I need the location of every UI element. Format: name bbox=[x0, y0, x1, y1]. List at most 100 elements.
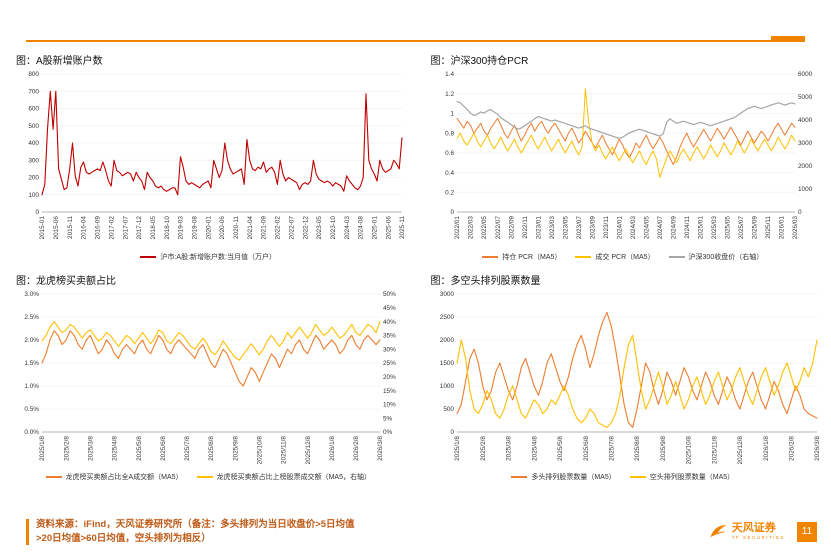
svg-text:40%: 40% bbox=[383, 319, 396, 326]
svg-text:20%: 20% bbox=[383, 374, 396, 381]
charts-grid: 图：A股新增账户数 0 100 200 300 400 500 600 700 800 2015-… bbox=[14, 52, 821, 482]
legend-label: 沪市:A股:新增账户数:当月值（万户） bbox=[160, 254, 276, 261]
svg-text:2025/07: 2025/07 bbox=[738, 216, 745, 240]
svg-text:2023/09: 2023/09 bbox=[589, 216, 596, 240]
svg-text:2026/3/8: 2026/3/8 bbox=[814, 436, 821, 461]
svg-text:800: 800 bbox=[28, 71, 39, 78]
legend-swatch bbox=[196, 476, 213, 478]
svg-text:1.4: 1.4 bbox=[445, 71, 454, 78]
legend-label: 成交 PCR（MA5） bbox=[595, 254, 655, 261]
chart-canvas: 0 0.2 0.4 0.6 0.8 1 1.2 1.4 0 1000 2000 3000 4000 500… bbox=[445, 71, 813, 240]
svg-text:10%: 10% bbox=[383, 402, 396, 409]
svg-text:2019-03: 2019-03 bbox=[178, 216, 185, 240]
legend-item: 多头排列股票数量（MA5） bbox=[511, 472, 616, 482]
svg-text:2025/8/8: 2025/8/8 bbox=[634, 436, 641, 461]
chart-canvas: 0 500 1000 1500 2000 2500 3000 2025/1/8 2025/2/8… bbox=[439, 291, 821, 465]
svg-text:2025/10/8: 2025/10/8 bbox=[685, 436, 692, 465]
legend-label: 龙虎榜买卖额占比上榜股票成交额（MA5，右轴） bbox=[216, 474, 371, 481]
chart-legend: 多头排列股票数量（MA5） 空头排列股票数量（MA5） bbox=[429, 472, 818, 482]
svg-text:15%: 15% bbox=[383, 388, 396, 395]
svg-text:2024/03: 2024/03 bbox=[629, 216, 636, 240]
svg-text:300: 300 bbox=[28, 157, 39, 164]
svg-text:2021-04: 2021-04 bbox=[247, 216, 254, 240]
svg-text:2025/6/8: 2025/6/8 bbox=[160, 436, 167, 461]
svg-text:2022-02: 2022-02 bbox=[275, 216, 282, 240]
svg-text:2020-11: 2020-11 bbox=[233, 216, 240, 239]
svg-text:2025/5/8: 2025/5/8 bbox=[136, 436, 143, 461]
svg-text:2025-01: 2025-01 bbox=[372, 216, 379, 240]
svg-text:2025/9/8: 2025/9/8 bbox=[659, 436, 666, 461]
legend-swatch bbox=[140, 256, 157, 258]
svg-text:2025/11/8: 2025/11/8 bbox=[281, 436, 288, 464]
svg-text:0: 0 bbox=[450, 209, 454, 216]
svg-text:0.8: 0.8 bbox=[445, 130, 454, 137]
chart-title-long-short-count: 图：多空头排列股票数量 bbox=[430, 276, 541, 287]
svg-text:3000: 3000 bbox=[439, 291, 454, 298]
svg-text:35%: 35% bbox=[383, 333, 396, 340]
svg-text:2025/4/8: 2025/4/8 bbox=[531, 436, 538, 461]
svg-text:2025/01: 2025/01 bbox=[697, 216, 704, 240]
svg-text:2023-10: 2023-10 bbox=[330, 216, 337, 240]
chart-title-csi300-pcr: 图：沪深300持仓PCR bbox=[430, 56, 529, 67]
chart-dragon-tiger-ratio: 0.0% 0.5% 1.0% 1.5% 2.0% 2.5% 3.0% 0% 5% 10% 15% 20… bbox=[14, 288, 403, 478]
legend-label: 多头排列股票数量（MA5） bbox=[531, 474, 616, 481]
svg-text:3.0%: 3.0% bbox=[24, 291, 39, 298]
svg-text:2015-11: 2015-11 bbox=[67, 216, 74, 239]
svg-text:2021-09: 2021-09 bbox=[261, 216, 268, 240]
svg-text:2020-06: 2020-06 bbox=[219, 216, 226, 240]
svg-text:0.5%: 0.5% bbox=[24, 406, 39, 413]
legend-item: 持仓 PCR（MA5） bbox=[482, 252, 561, 262]
svg-text:1.5%: 1.5% bbox=[24, 360, 39, 367]
svg-text:2017-07: 2017-07 bbox=[122, 216, 129, 240]
logo-text-block: 天风证券 TF SECURITIES bbox=[732, 522, 785, 541]
page-footer: 资料来源：iFind，天风证券研究所（备注：多头排列为当日收盘价>5日均值 >2… bbox=[26, 518, 817, 545]
chart-canvas: 0.0% 0.5% 1.0% 1.5% 2.0% 2.5% 3.0% 0% 5% 10% 15% 20… bbox=[24, 291, 396, 465]
svg-text:100: 100 bbox=[28, 192, 39, 199]
legend-swatch bbox=[668, 256, 685, 258]
chart-csi300-pcr: 0 0.2 0.4 0.6 0.8 1 1.2 1.4 0 1000 2000 3000 4000 500… bbox=[429, 68, 818, 258]
svg-text:2016-09: 2016-09 bbox=[95, 216, 102, 240]
svg-text:2026/2/8: 2026/2/8 bbox=[788, 436, 795, 461]
legend-swatch bbox=[575, 256, 592, 258]
svg-text:2022/05: 2022/05 bbox=[481, 216, 488, 240]
svg-text:2017-02: 2017-02 bbox=[108, 216, 115, 240]
svg-text:2022/09: 2022/09 bbox=[508, 216, 515, 240]
svg-text:1: 1 bbox=[450, 111, 454, 118]
svg-text:2000: 2000 bbox=[439, 337, 454, 344]
svg-text:2.5%: 2.5% bbox=[24, 314, 39, 321]
svg-text:0.6: 0.6 bbox=[445, 150, 454, 157]
svg-text:5%: 5% bbox=[383, 415, 393, 422]
svg-text:2025/4/8: 2025/4/8 bbox=[112, 436, 119, 461]
svg-text:2025/7/8: 2025/7/8 bbox=[184, 436, 191, 461]
svg-text:2020-01: 2020-01 bbox=[205, 216, 212, 240]
legend-swatch bbox=[629, 476, 646, 478]
panel-long-short-count: 图：多空头排列股票数量 0 500 1000 1500 2000 2500 3000 2025… bbox=[429, 272, 821, 482]
source-note-line2: >20日均值>60日均值，空头排列为相反） bbox=[36, 532, 211, 544]
svg-text:2025/12/8: 2025/12/8 bbox=[305, 436, 312, 465]
svg-text:2023/03: 2023/03 bbox=[548, 216, 555, 240]
svg-text:2022/07: 2022/07 bbox=[494, 216, 501, 240]
legend-label: 沪深300收盘价（右轴） bbox=[688, 254, 764, 261]
chart-legend: 沪市:A股:新增账户数:当月值（万户） bbox=[14, 252, 403, 262]
svg-text:0: 0 bbox=[450, 429, 454, 436]
svg-text:2025/7/8: 2025/7/8 bbox=[608, 436, 615, 461]
svg-text:2022/03: 2022/03 bbox=[467, 216, 474, 240]
svg-text:1.0%: 1.0% bbox=[24, 383, 39, 390]
chart-title-dragon-tiger-ratio: 图：龙虎榜买卖额占比 bbox=[16, 276, 116, 287]
svg-text:2025-06: 2025-06 bbox=[385, 216, 392, 240]
svg-text:2026/1/8: 2026/1/8 bbox=[329, 436, 336, 461]
svg-text:2022/01: 2022/01 bbox=[454, 216, 461, 240]
svg-text:50%: 50% bbox=[383, 291, 396, 298]
svg-text:2025/6/8: 2025/6/8 bbox=[582, 436, 589, 461]
svg-text:2023/07: 2023/07 bbox=[575, 216, 582, 240]
svg-text:2025/1/8: 2025/1/8 bbox=[39, 436, 46, 461]
tf-securities-logo: 天风证券 TF SECURITIES bbox=[708, 522, 785, 542]
svg-text:0.2: 0.2 bbox=[445, 189, 454, 196]
legend-swatch bbox=[482, 256, 499, 258]
svg-text:2024/11: 2024/11 bbox=[684, 216, 691, 239]
svg-text:2025/11: 2025/11 bbox=[765, 216, 772, 239]
tf-securities-logo-icon bbox=[710, 524, 727, 537]
svg-text:200: 200 bbox=[28, 175, 39, 182]
svg-text:2024/09: 2024/09 bbox=[670, 216, 677, 240]
svg-text:3000: 3000 bbox=[798, 140, 813, 147]
